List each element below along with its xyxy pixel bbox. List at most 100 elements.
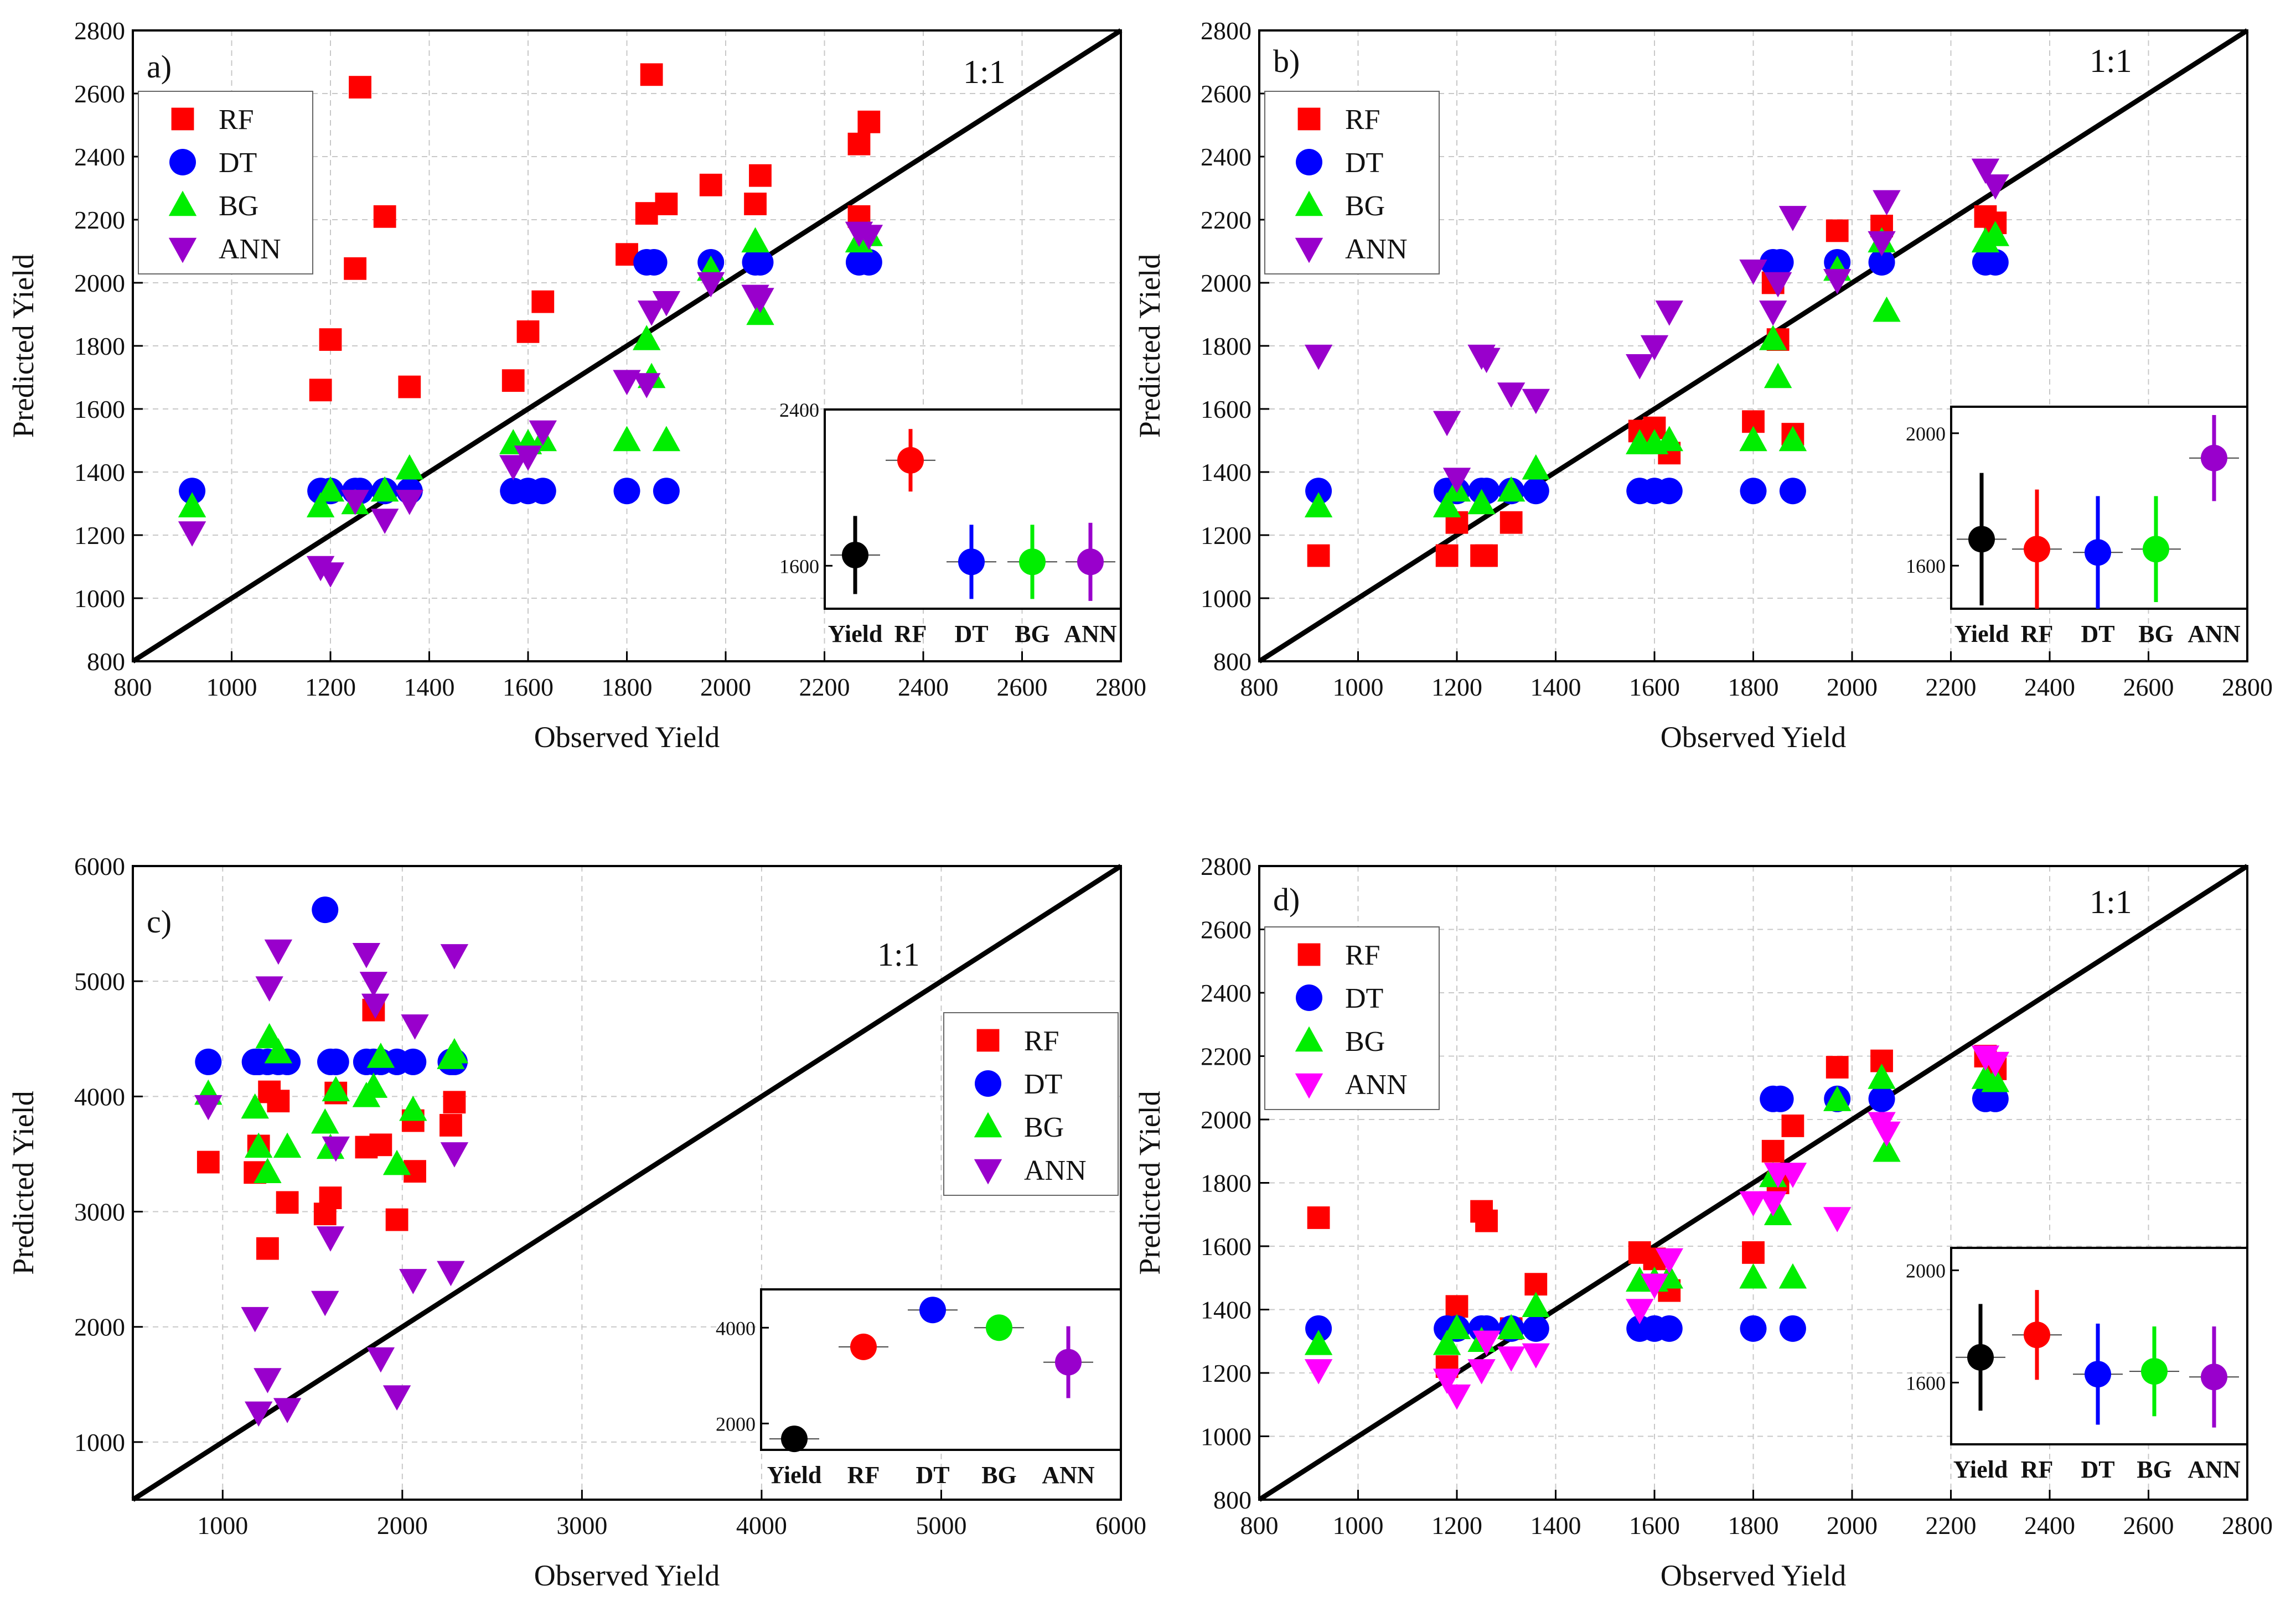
- x-tick-label: 2600: [2123, 673, 2174, 701]
- inset: 1600 2400 Yield RF DT BG ANN: [779, 399, 1122, 647]
- legend-marker-rf: [171, 107, 194, 131]
- panel-label: c): [147, 904, 172, 940]
- point-dt: [195, 1048, 222, 1075]
- x-tick-label: 1000: [1333, 1511, 1384, 1540]
- legend-label-rf: RF: [1345, 104, 1380, 136]
- x-tick-label: 1000: [1333, 673, 1384, 701]
- point-rf: [319, 1186, 342, 1209]
- legend-marker-ann: [1295, 237, 1323, 263]
- point-ann: [401, 1014, 429, 1040]
- legend: RF DT BG ANN: [943, 1012, 1119, 1196]
- point-bg: [1764, 1200, 1792, 1225]
- point-rf: [516, 320, 540, 343]
- x-tick-label: 2600: [997, 673, 1048, 701]
- legend-marker-rf: [1297, 943, 1321, 966]
- legend-marker-bg: [1295, 1026, 1323, 1052]
- point-dt: [1868, 248, 1895, 276]
- x-tick-label: 2600: [2123, 1511, 2174, 1540]
- point-ann: [1981, 1051, 2010, 1077]
- legend-marker-ann: [974, 1159, 1002, 1185]
- x-tick-label: 2200: [1926, 673, 1977, 701]
- point-bg: [1497, 476, 1526, 502]
- point-ann: [322, 1136, 350, 1162]
- point-bg: [1759, 325, 1787, 350]
- point-ann: [440, 1142, 469, 1168]
- point-bg: [1739, 426, 1767, 452]
- point-ann: [1759, 1191, 1787, 1217]
- y-axis-title: Predicted Yield: [7, 254, 40, 438]
- point-ann: [366, 1347, 395, 1373]
- x-tick-label: 1400: [404, 673, 455, 701]
- y-tick-label: 2000: [74, 269, 125, 297]
- point-bg: [370, 476, 399, 502]
- x-tick-label: 1600: [503, 673, 554, 701]
- point-bg: [1873, 296, 1901, 322]
- x-tick-label: 3000: [556, 1511, 607, 1540]
- point-dt: [1522, 1315, 1549, 1342]
- point-ann: [316, 562, 345, 588]
- point-dt: [1740, 1315, 1767, 1342]
- inset-category-bg: BG: [1015, 620, 1050, 647]
- point-bg: [1778, 426, 1807, 452]
- point-ann: [697, 272, 725, 298]
- point-rf: [857, 110, 881, 133]
- point-bg: [613, 426, 641, 452]
- point-ann: [254, 1368, 282, 1393]
- point-ann: [341, 490, 369, 515]
- legend-label-dt: DT: [1024, 1069, 1062, 1100]
- x-axis-title: Observed Yield: [534, 1559, 720, 1592]
- point-ann: [1522, 1343, 1550, 1369]
- point-ann: [1778, 1163, 1807, 1188]
- point-rf: [1826, 1056, 1849, 1079]
- legend-marker-ann: [168, 237, 197, 263]
- inset-y-tick-label: 2000: [1906, 1260, 1946, 1282]
- y-tick-label: 2600: [1201, 80, 1252, 108]
- point-ann: [1433, 1369, 1461, 1394]
- point-rf: [398, 375, 421, 398]
- x-tick-label: 1800: [1728, 673, 1779, 701]
- point-dt: [747, 248, 774, 276]
- point-bg: [264, 1038, 293, 1064]
- panel-label: a): [147, 49, 172, 85]
- legend-label-rf: RF: [219, 104, 254, 136]
- point-ann: [1472, 1330, 1501, 1356]
- series-ann: [1304, 1045, 2010, 1410]
- point-ann: [1304, 344, 1333, 370]
- point-ann: [399, 1269, 427, 1294]
- point-ann: [359, 972, 388, 997]
- point-ann: [1823, 1207, 1852, 1232]
- y-tick-label: 800: [1213, 647, 1252, 676]
- legend-marker-rf: [1297, 107, 1321, 131]
- point-bg: [1981, 221, 2010, 246]
- inset-point-ann: [2201, 444, 2227, 471]
- point-bg: [1442, 1314, 1471, 1340]
- inset-category-rf: RF: [894, 620, 927, 647]
- point-rf: [196, 1150, 220, 1174]
- point-ann: [1472, 348, 1501, 374]
- x-tick-label: 2200: [1926, 1511, 1977, 1540]
- inset-point-rf: [2024, 1321, 2050, 1349]
- legend-label-ann: ANN: [1345, 234, 1408, 265]
- point-bg: [1304, 1330, 1333, 1355]
- point-ann: [1739, 1191, 1767, 1217]
- point-ann: [382, 1385, 411, 1411]
- inset-category-dt: DT: [916, 1461, 949, 1489]
- point-bg: [1778, 1263, 1807, 1289]
- inset: 2000 4000 Yield RF DT BG ANN: [716, 1288, 1122, 1489]
- legend-marker-dt: [1296, 149, 1322, 175]
- y-tick-label: 1400: [1201, 1296, 1252, 1324]
- point-ann: [1626, 354, 1654, 380]
- inset-category-rf: RF: [847, 1461, 880, 1489]
- x-tick-label: 2800: [2222, 1511, 2273, 1540]
- x-tick-label: 1000: [206, 673, 257, 701]
- point-ann: [361, 993, 390, 1019]
- point-ann: [1497, 382, 1526, 408]
- legend-marker-dt: [975, 1070, 1001, 1097]
- point-bg: [254, 1158, 282, 1183]
- x-tick-label: 800: [114, 673, 152, 701]
- point-dt: [613, 478, 640, 505]
- point-bg: [1873, 1136, 1901, 1162]
- series-bg: [194, 1023, 469, 1183]
- plot-frame: [132, 865, 1122, 1501]
- y-tick-label: 2000: [1201, 1106, 1252, 1134]
